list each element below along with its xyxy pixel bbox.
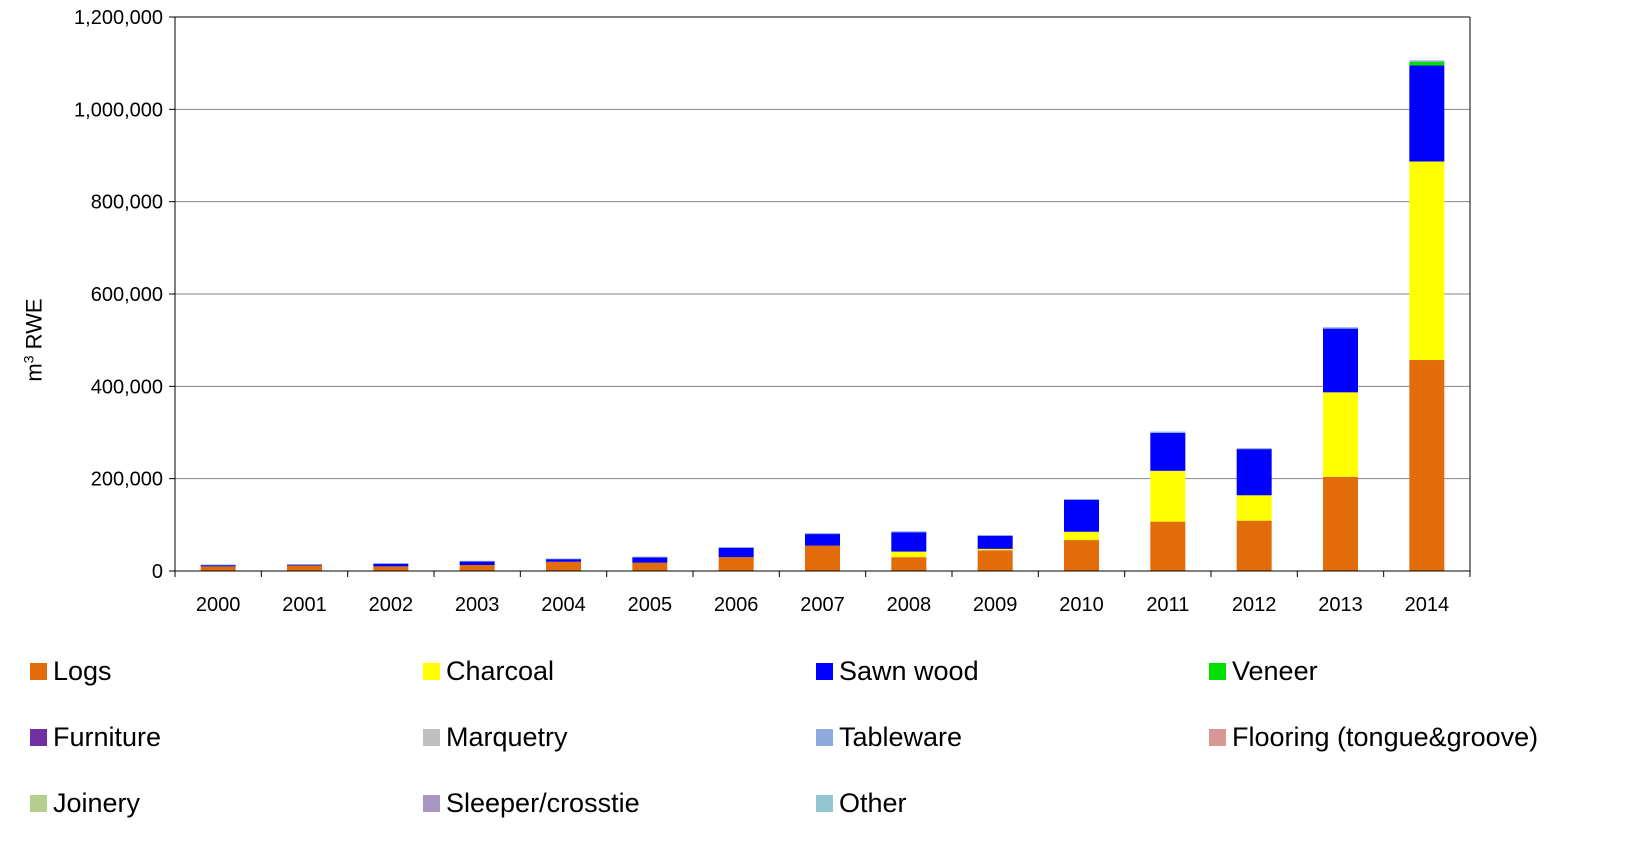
- bar-segment: [1409, 360, 1445, 571]
- bar-segment: [1409, 65, 1445, 162]
- y-axis-title-superscript: 3: [20, 355, 37, 364]
- y-axis-title-rest: RWE: [21, 298, 47, 356]
- x-tick-label: 2006: [714, 594, 759, 616]
- bar-segment: [1323, 328, 1358, 393]
- bar-segment: [1409, 161, 1445, 361]
- bar-segment: [1150, 470, 1186, 522]
- bar-segment: [977, 548, 1013, 551]
- x-tick-label: 2003: [455, 594, 500, 616]
- bar-segment: [287, 564, 322, 566]
- bar-segment: [1409, 60, 1445, 62]
- y-tick-label: 800,000: [91, 192, 163, 214]
- y-axis-title-base: m: [21, 363, 47, 382]
- bar-segment: [1236, 448, 1272, 450]
- bar-segment: [805, 545, 840, 571]
- bar-segment: [373, 563, 409, 567]
- bar-segment: [1064, 540, 1099, 571]
- bar-segment: [718, 546, 754, 548]
- x-tick-label: 2007: [800, 594, 845, 616]
- bar-segment: [373, 566, 409, 571]
- y-tick-label: 0: [152, 561, 163, 583]
- gridlines: [175, 16, 1470, 480]
- y-tick-label: 600,000: [91, 284, 163, 306]
- bars: [200, 60, 1445, 571]
- bar-segment: [1323, 476, 1358, 571]
- bar-segment: [459, 561, 495, 565]
- x-tick-label: 2011: [1146, 594, 1189, 616]
- bar-segment: [1064, 531, 1099, 541]
- bar-segment: [1150, 432, 1186, 471]
- bar-segment: [1236, 520, 1272, 571]
- bar-segment: [1236, 495, 1272, 521]
- bar-segment: [287, 564, 322, 565]
- bar-segment: [805, 533, 840, 535]
- bar-segment: [1150, 521, 1186, 571]
- bar-segment: [546, 561, 581, 571]
- y-tick-label: 200,000: [91, 469, 163, 491]
- bar-segment: [200, 564, 236, 567]
- bar-segment: [1064, 499, 1099, 532]
- bar-segment: [891, 532, 927, 552]
- x-tick-label: 2001: [282, 594, 327, 616]
- bar-segment: [200, 564, 236, 566]
- x-tick-label: 2014: [1405, 594, 1450, 616]
- x-tick-label: 2013: [1318, 594, 1363, 616]
- x-tick-label: 2012: [1232, 594, 1277, 616]
- bar-segment: [1150, 431, 1186, 433]
- tick-labels: 0 200,000 400,000 600,000 800,000 1,000,000 1,…: [74, 7, 1449, 616]
- bar-segment: [805, 534, 840, 546]
- x-tick-label: 2005: [628, 594, 673, 616]
- bar-segment: [1064, 498, 1099, 500]
- x-tick-label: 2010: [1059, 594, 1104, 616]
- bar-segment: [977, 550, 1013, 571]
- bar-segment: [1236, 449, 1272, 496]
- bar-segment: [632, 562, 668, 571]
- bar-segment: [718, 547, 754, 558]
- axes: [169, 16, 1471, 577]
- bar-segment: [1323, 392, 1358, 477]
- x-tick-label: 2002: [369, 594, 414, 616]
- bar-segment: [977, 534, 1013, 536]
- bar-segment: [1409, 61, 1445, 66]
- bar-segment: [1323, 327, 1358, 329]
- bar-segment: [546, 558, 581, 562]
- x-tick-label: 2004: [541, 594, 586, 616]
- bar-segment: [200, 566, 236, 571]
- bar-segment: [718, 557, 754, 571]
- y-tick-label: 1,200,000: [74, 7, 163, 29]
- bar-segment: [546, 558, 581, 560]
- x-tick-label: 2008: [887, 594, 932, 616]
- bar-segment: [373, 563, 409, 564]
- bar-segment: [632, 556, 668, 558]
- bar-segment: [891, 531, 927, 533]
- y-tick-label: 1,000,000: [74, 99, 163, 121]
- bar-segment: [891, 557, 927, 571]
- x-tick-label: 2000: [196, 594, 241, 616]
- y-tick-label: 400,000: [91, 376, 163, 398]
- bar-segment: [977, 535, 1013, 549]
- bar-segment: [287, 565, 322, 571]
- bar-segment: [459, 560, 495, 562]
- bar-segment: [891, 551, 927, 558]
- bar-segment: [459, 564, 495, 571]
- bar-segment: [632, 557, 668, 563]
- x-tick-label: 2009: [973, 594, 1018, 616]
